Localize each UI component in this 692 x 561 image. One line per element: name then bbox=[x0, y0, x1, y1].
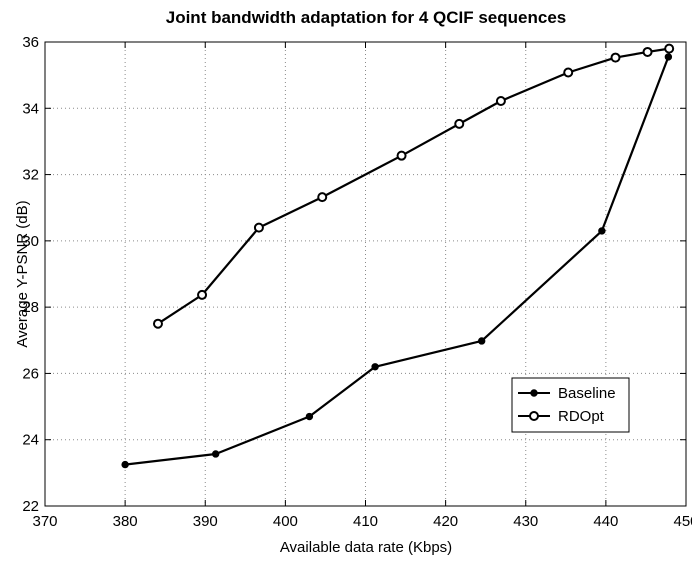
y-tick-label: 28 bbox=[22, 299, 39, 316]
grid bbox=[45, 42, 686, 506]
x-tick-label: 430 bbox=[513, 513, 538, 530]
data-point-rdopt bbox=[253, 222, 264, 233]
chart-title: Joint bandwidth adaptation for 4 QCIF se… bbox=[166, 8, 566, 27]
data-point-rdopt bbox=[454, 118, 465, 129]
x-tick-label: 400 bbox=[273, 513, 298, 530]
data-point-rdopt bbox=[610, 52, 621, 63]
data-point-rdopt bbox=[152, 318, 163, 329]
data-point-rdopt bbox=[664, 43, 675, 54]
data-point-baseline bbox=[121, 460, 129, 469]
data-point-baseline bbox=[598, 227, 606, 235]
legend-marker-rdopt bbox=[529, 411, 539, 421]
data-point-baseline bbox=[664, 53, 673, 61]
series-line-rdopt bbox=[157, 47, 670, 325]
data-point-rdopt bbox=[495, 95, 506, 106]
legend-label-baseline: Baseline bbox=[558, 385, 616, 402]
x-tick-label: 450 bbox=[673, 513, 692, 530]
data-point-rdopt bbox=[563, 67, 574, 78]
y-tick-label: 24 bbox=[22, 432, 39, 449]
data-point-baseline bbox=[211, 450, 220, 458]
data-point-baseline bbox=[305, 412, 314, 421]
series-layer bbox=[121, 43, 675, 469]
legend-marker-baseline bbox=[530, 389, 538, 397]
y-tick-label: 26 bbox=[22, 365, 39, 382]
data-point-rdopt bbox=[396, 150, 407, 161]
axis-ticks: 370 380 390 400 410 420 430 440 450 22 24 26 28 30 32 3… bbox=[22, 34, 692, 530]
legend-label-rdopt: RDOpt bbox=[558, 408, 605, 425]
x-tick-label: 440 bbox=[593, 513, 618, 530]
data-point-rdopt bbox=[642, 46, 653, 57]
x-tick-label: 380 bbox=[113, 513, 138, 530]
x-tick-label: 410 bbox=[353, 513, 378, 530]
data-point-rdopt bbox=[197, 289, 208, 300]
x-axis-label: Available data rate (Kbps) bbox=[280, 539, 452, 556]
data-point-baseline bbox=[371, 363, 379, 371]
data-point-rdopt bbox=[317, 192, 328, 203]
data-point-baseline bbox=[477, 337, 486, 345]
y-tick-label: 30 bbox=[22, 233, 39, 250]
y-tick-label: 36 bbox=[22, 34, 39, 51]
legend-box bbox=[511, 377, 630, 433]
x-tick-label: 420 bbox=[433, 513, 458, 530]
y-tick-label: 22 bbox=[22, 498, 39, 515]
x-tick-label: 370 bbox=[32, 513, 57, 530]
x-tick-label: 390 bbox=[193, 513, 218, 530]
legend: Baseline RDOpt bbox=[511, 377, 630, 433]
y-axis-label: Average Y-PSNR (dB) bbox=[14, 200, 31, 347]
y-tick-label: 34 bbox=[22, 100, 39, 117]
y-tick-label: 32 bbox=[22, 167, 39, 184]
